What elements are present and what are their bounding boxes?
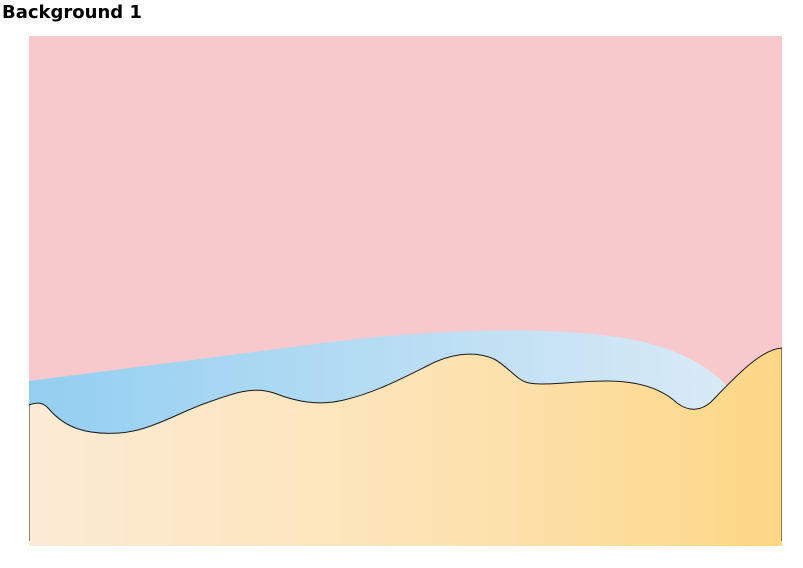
background-scene bbox=[29, 36, 782, 546]
sand-base bbox=[29, 541, 782, 546]
page-title: Background 1 bbox=[2, 2, 142, 23]
background-illustration bbox=[29, 36, 782, 546]
sand-dunes bbox=[29, 347, 782, 546]
